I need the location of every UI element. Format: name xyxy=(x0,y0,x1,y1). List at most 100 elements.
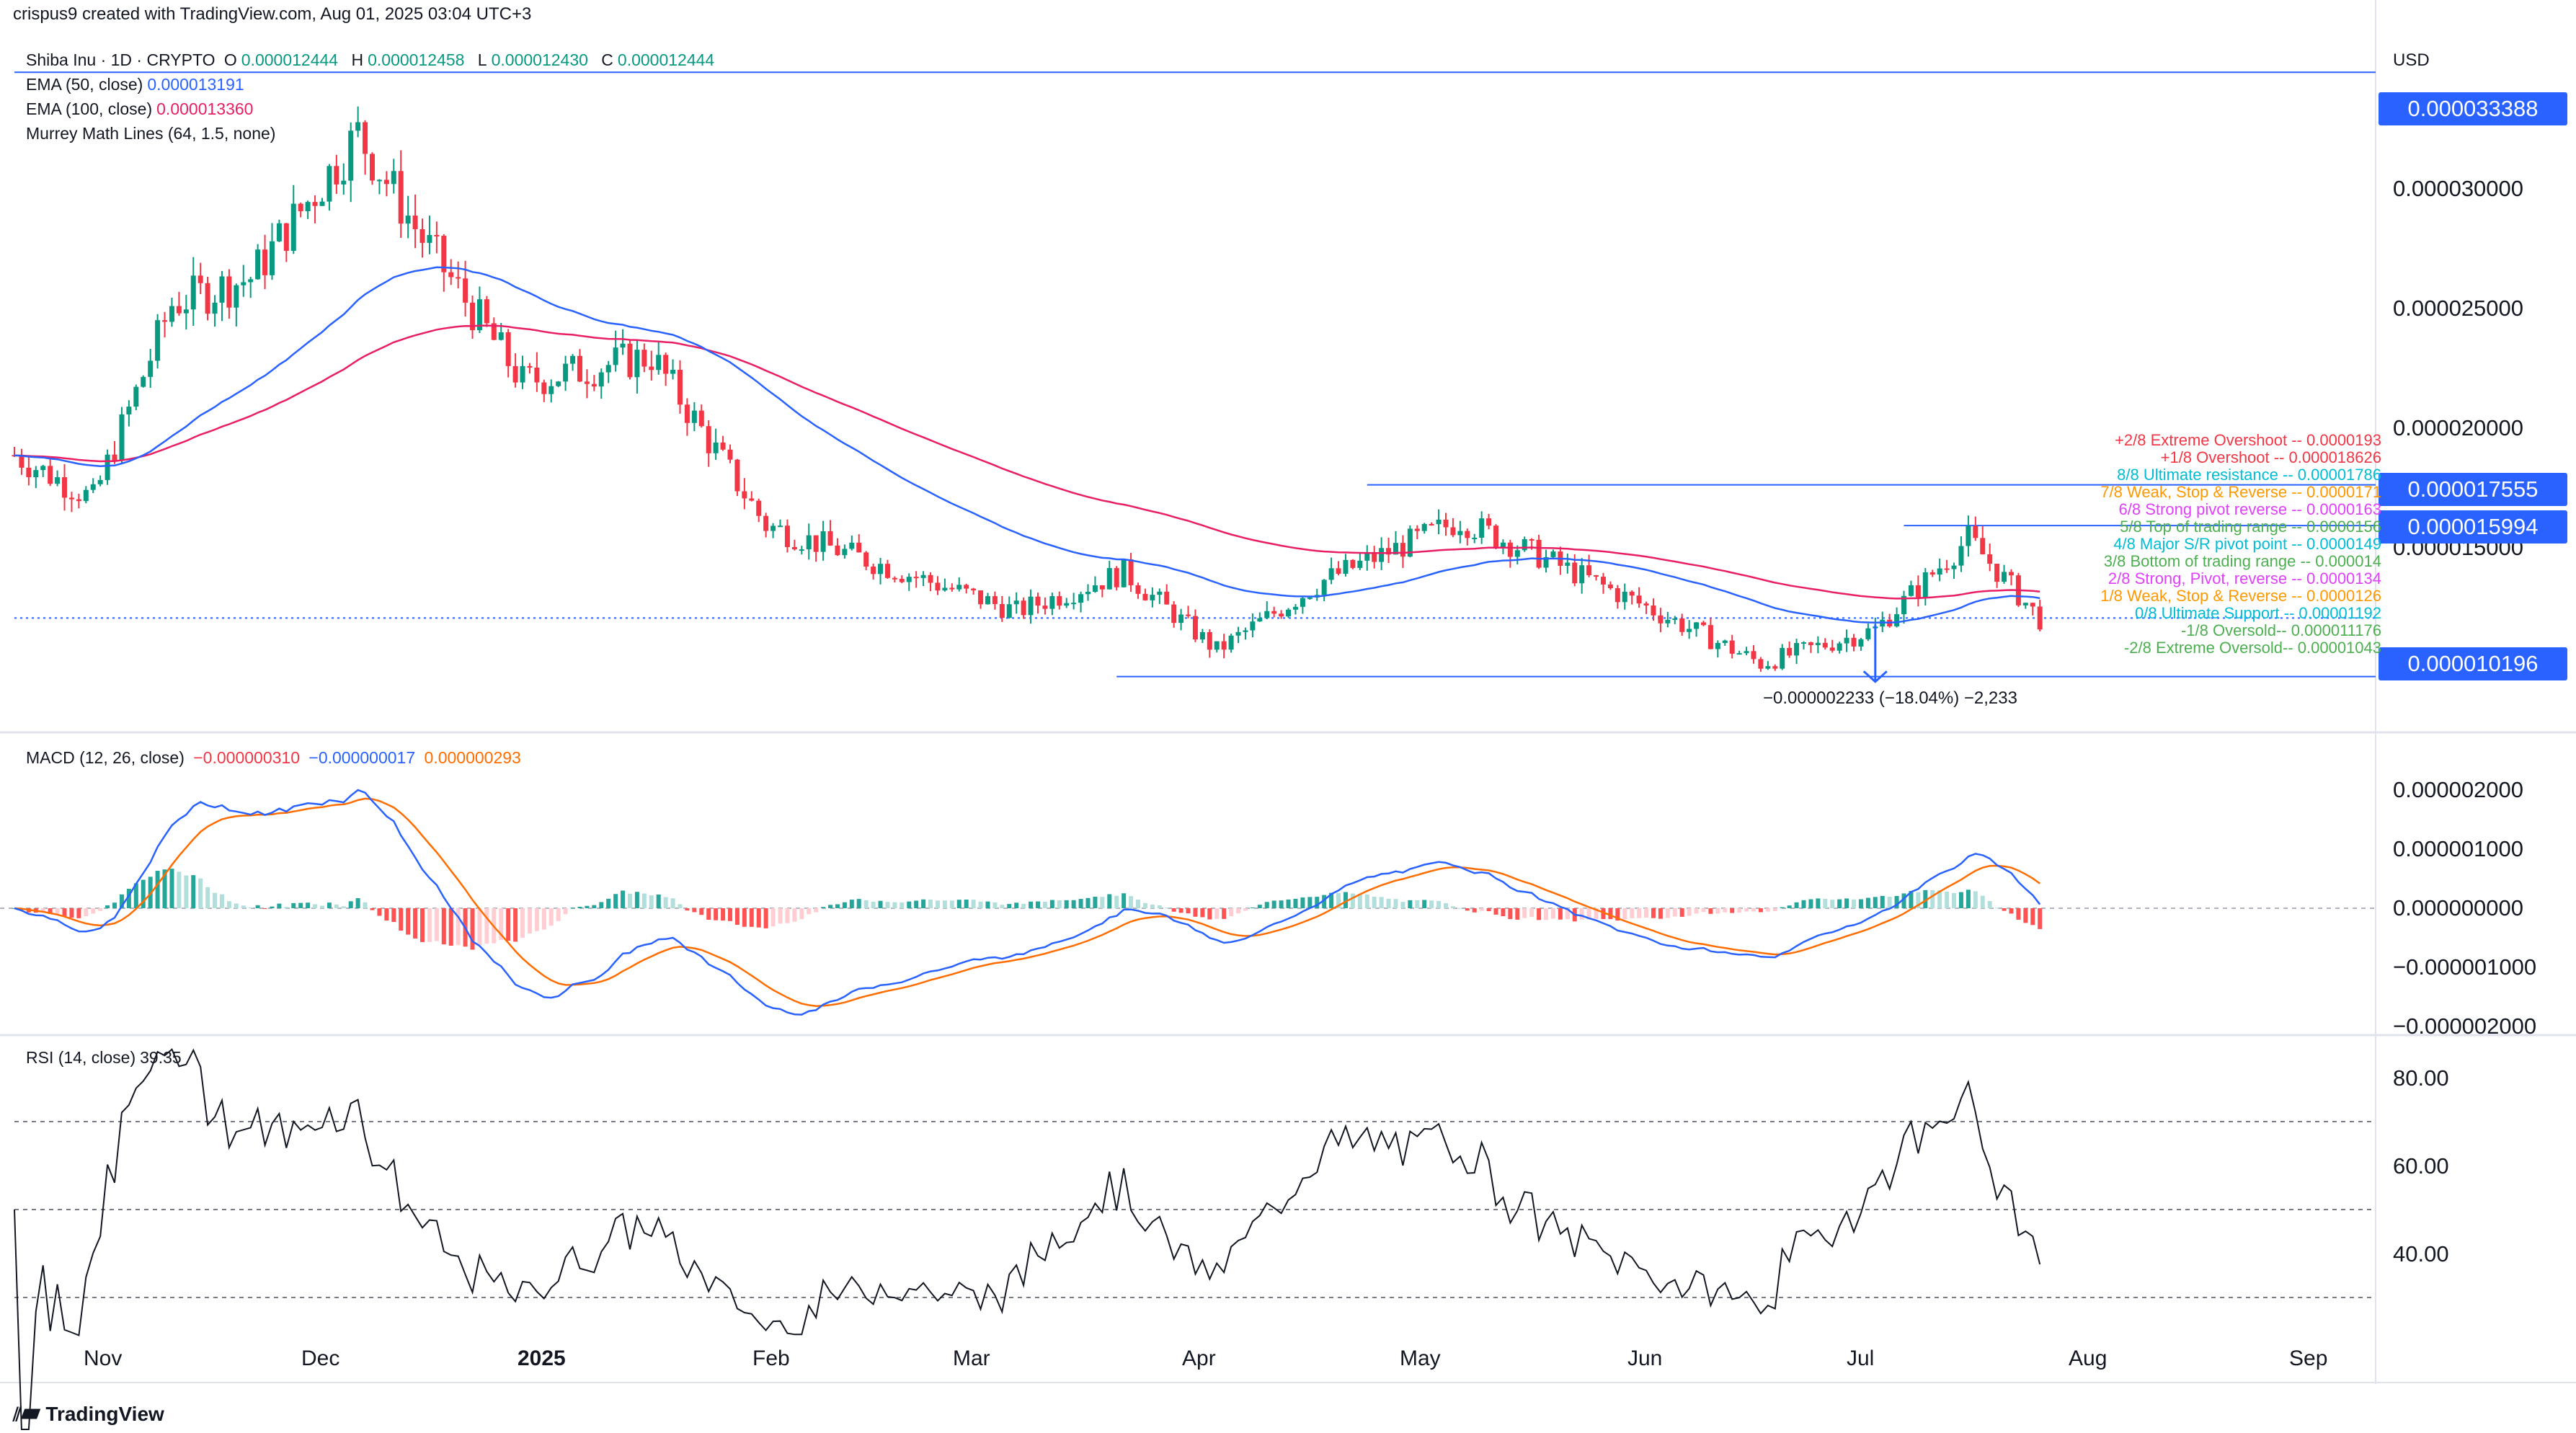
candle xyxy=(534,367,540,383)
macd-histogram-bar xyxy=(799,908,804,920)
price-label-top[interactable]: 0.000015994 xyxy=(2379,510,2567,544)
macd-histogram-bar xyxy=(621,890,626,908)
macd-histogram-bar xyxy=(1880,895,1885,908)
macd-histogram-bar xyxy=(1315,897,1320,908)
murrey-line-label: 3/8 Bottom of trading range -- 0.000014 xyxy=(2103,552,2381,570)
candle xyxy=(119,414,125,461)
macd-histogram-bar xyxy=(971,900,976,908)
macd-histogram-bar xyxy=(1293,898,1298,908)
candle xyxy=(1687,629,1692,632)
macd-histogram-bar xyxy=(1887,897,1892,908)
macd-histogram-bar xyxy=(76,908,81,918)
candle xyxy=(1772,666,1778,669)
candle xyxy=(319,201,325,206)
macd-histogram-bar xyxy=(1544,908,1549,920)
macd-histogram-bar xyxy=(1429,900,1434,908)
candle xyxy=(1357,560,1363,568)
candle xyxy=(1457,531,1463,536)
candle xyxy=(126,407,132,414)
macd-histogram-bar xyxy=(534,908,539,931)
murrey-line-label: 7/8 Weak, Stop & Reverse -- 0.0000171 xyxy=(2100,483,2381,501)
candle xyxy=(706,426,711,453)
macd-histogram-bar xyxy=(133,883,138,908)
macd-histogram-bar xyxy=(327,902,332,908)
macd-histogram-bar xyxy=(1615,908,1620,921)
candle xyxy=(1071,603,1077,605)
macd-histogram-bar xyxy=(434,908,439,941)
candle xyxy=(1643,603,1649,606)
x-tick: Sep xyxy=(2289,1347,2328,1370)
candle xyxy=(1286,609,1292,617)
rsi-legend[interactable]: RSI (14, close) 39.35 xyxy=(26,1048,182,1067)
macd-histogram-bar xyxy=(2038,908,2043,929)
candle xyxy=(884,564,890,578)
macd-histogram-bar xyxy=(406,908,411,935)
ema100-legend[interactable]: EMA (100, close) 0.000013360 xyxy=(26,99,254,118)
price-label-high[interactable]: 0.000033388 xyxy=(2379,92,2567,125)
measure-arrow-head xyxy=(1862,670,1888,683)
candle xyxy=(305,202,311,212)
macd-histogram-bar xyxy=(1085,897,1091,908)
candle xyxy=(348,130,354,181)
candle xyxy=(1966,525,1971,546)
macd-histogram-bar xyxy=(678,904,683,908)
candle xyxy=(1744,651,1749,654)
macd-histogram-bar xyxy=(785,908,790,923)
price-label-support[interactable]: 0.000010196 xyxy=(2379,647,2567,680)
candle xyxy=(605,365,611,373)
candle xyxy=(419,229,425,243)
macd-histogram-bar xyxy=(484,908,489,944)
symbol-name: Shiba Inu · 1D · CRYPTO xyxy=(26,50,216,69)
murrey-legend[interactable]: Murrey Math Lines (64, 1.5, none) xyxy=(26,124,276,143)
macd-histogram-bar xyxy=(599,902,604,908)
candle xyxy=(541,382,547,394)
macd-histogram-bar xyxy=(341,906,346,908)
candle xyxy=(1536,539,1542,568)
candle xyxy=(1013,600,1019,605)
macd-histogram-bar xyxy=(1658,908,1663,919)
macd-histogram-bar xyxy=(2002,908,2007,911)
macd-histogram-bar xyxy=(1322,895,1327,908)
candle xyxy=(470,302,476,331)
macd-histogram-bar xyxy=(792,908,797,922)
candle xyxy=(563,363,569,382)
candle xyxy=(1142,593,1148,600)
candle xyxy=(1465,531,1470,538)
macd-histogram-bar xyxy=(162,869,167,908)
macd-histogram-bar xyxy=(1687,908,1692,916)
macd-histogram-bar xyxy=(169,869,174,908)
ema100-value: 0.000013360 xyxy=(156,99,254,118)
candle xyxy=(1257,618,1263,622)
candle xyxy=(670,370,676,374)
macd-histogram-bar xyxy=(1558,908,1563,920)
candle xyxy=(1250,621,1256,631)
murrey-line-label: 0/8 Ultimate Support -- 0.00001192 xyxy=(2134,604,2381,622)
tradingview-logo[interactable]: ⫽▰ TradingView xyxy=(13,1403,164,1425)
murrey-line-label: -2/8 Extreme Oversold-- 0.00001043 xyxy=(2123,639,2381,657)
macd-histogram-bar xyxy=(1415,900,1420,908)
price-label-resistance[interactable]: 0.000017555 xyxy=(2379,473,2567,506)
macd-histogram-bar xyxy=(1129,896,1134,908)
macd-histogram-bar xyxy=(62,908,67,917)
macd-histogram-bar xyxy=(835,904,840,908)
macd-histogram-bar xyxy=(384,908,389,921)
candle xyxy=(1121,559,1127,587)
macd-legend[interactable]: MACD (12, 26, close) −0.000000310 −0.000… xyxy=(26,748,521,767)
candle xyxy=(262,249,268,275)
macd-histogram-bar xyxy=(355,898,360,908)
macd-histogram-bar xyxy=(155,871,160,908)
macd-histogram-bar xyxy=(714,908,719,920)
candle xyxy=(1429,523,1434,525)
macd-histogram-bar xyxy=(1035,901,1040,908)
candle xyxy=(964,585,969,589)
candle xyxy=(1636,595,1642,604)
x-tick: Nov xyxy=(84,1347,123,1370)
macd-histogram-bar xyxy=(592,905,597,908)
macd-histogram-bar xyxy=(91,908,96,914)
candle xyxy=(1157,591,1163,595)
macd-histogram-bar xyxy=(692,908,697,913)
candle xyxy=(476,299,482,331)
candle xyxy=(1035,596,1041,606)
ema50-legend[interactable]: EMA (50, close) 0.000013191 xyxy=(26,75,244,94)
